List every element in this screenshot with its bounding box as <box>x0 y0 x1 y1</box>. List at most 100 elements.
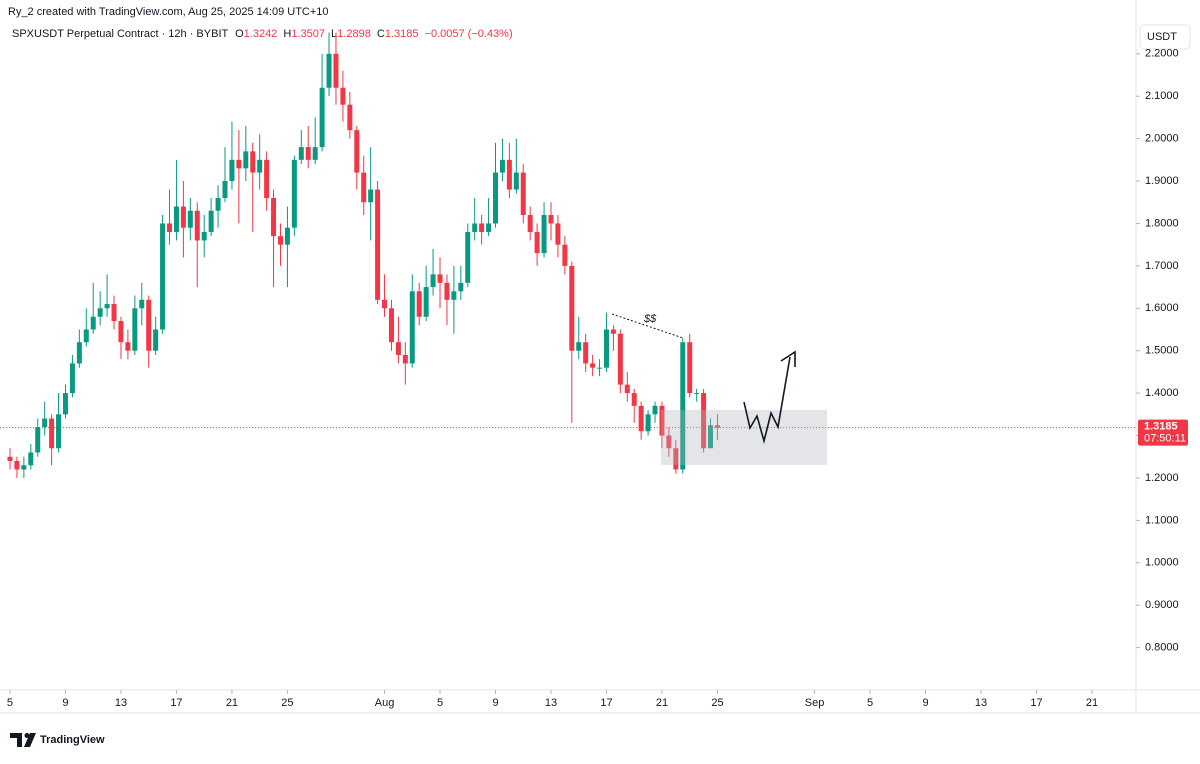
currency-button[interactable] <box>1139 24 1191 50</box>
candle-body <box>382 299 388 309</box>
candle-body <box>14 460 20 470</box>
candle-body <box>610 329 616 334</box>
candle-body <box>49 418 55 449</box>
candle-body <box>451 291 457 300</box>
candle-body <box>541 214 547 254</box>
last-price-label: 1.3185 <box>1144 421 1178 433</box>
x-tick-label: 5 <box>7 697 13 709</box>
y-tick-label: 1.4000 <box>1145 387 1179 399</box>
credit: Ry_2 created with TradingView.com, Aug 2… <box>8 6 329 18</box>
candle-body <box>264 159 270 199</box>
candle-body <box>520 172 526 215</box>
x-tick-label: Sep <box>805 697 825 709</box>
candle-body <box>388 308 394 343</box>
candle-body <box>368 189 374 203</box>
ohlc-label: O <box>235 28 244 40</box>
candle-body <box>666 435 672 449</box>
candle-body <box>139 299 145 309</box>
candle-body <box>603 329 609 368</box>
candle-body <box>118 321 124 343</box>
candle-body <box>444 282 450 300</box>
candle-body <box>430 274 436 288</box>
y-tick-label: 1.2000 <box>1145 472 1179 484</box>
candle-body <box>472 223 478 232</box>
candle-body <box>652 405 658 415</box>
candle-body <box>479 223 485 232</box>
ohlc-value: 1.2898 <box>337 28 371 40</box>
last-price-tag <box>1138 419 1188 446</box>
candle-body <box>617 333 623 385</box>
candle-body <box>83 329 89 343</box>
candle-body <box>548 214 554 224</box>
candle-body <box>69 363 75 394</box>
candle-body <box>638 405 644 432</box>
x-tick-label: 9 <box>922 697 928 709</box>
y-tick-label: 1.1000 <box>1145 514 1179 526</box>
candle-body <box>90 316 96 330</box>
candle-body <box>631 393 637 406</box>
y-tick-label: 1.8000 <box>1145 217 1179 229</box>
candle-body <box>569 265 575 351</box>
projection-arrowhead <box>780 350 796 367</box>
x-tick-label: 17 <box>170 697 182 709</box>
candle-body <box>402 354 408 364</box>
currency[interactable]: USDT <box>1147 31 1177 43</box>
x-tick-label: 13 <box>545 697 557 709</box>
candle-body <box>354 130 360 173</box>
candle-body <box>506 159 512 190</box>
ohlc-value: 1.3185 <box>385 28 419 40</box>
x-tick-label: 9 <box>62 697 68 709</box>
ohlc-label: H <box>283 28 291 40</box>
ohlc-label: C <box>377 28 385 40</box>
y-tick-label: 1.6000 <box>1145 302 1179 314</box>
candle-body <box>35 427 41 453</box>
candle-body <box>132 308 138 351</box>
candle-body <box>326 53 332 88</box>
candle-body <box>694 393 700 395</box>
change: −0.0057 (−0.43%) <box>425 28 513 40</box>
ohlc-label: L <box>331 28 337 40</box>
candle-body <box>333 53 339 88</box>
candle-body <box>597 367 603 369</box>
legend: SPXUSDT Perpetual Contract · 12h · BYBIT… <box>12 28 513 40</box>
candle-body <box>562 244 568 266</box>
candle-body <box>42 418 48 428</box>
x-tick-label: 21 <box>1086 697 1098 709</box>
candle-body <box>680 342 686 470</box>
candle-body <box>277 236 283 245</box>
liquidity-label: $$ <box>643 313 657 325</box>
candle-body <box>395 342 401 355</box>
candle-body <box>194 210 200 241</box>
candle-body <box>201 231 207 241</box>
y-tick-label: 1.9000 <box>1145 175 1179 187</box>
liquidity-line <box>611 313 684 339</box>
x-tick-label: 21 <box>656 697 668 709</box>
candle-body <box>229 159 235 182</box>
candle-body <box>257 159 263 173</box>
candle-body <box>305 147 311 160</box>
projection-path <box>743 356 791 445</box>
x-tick-label: 25 <box>711 697 723 709</box>
brand-logo <box>10 733 36 747</box>
candle-body <box>534 231 540 254</box>
candle-body <box>56 414 62 449</box>
candle-body <box>180 206 186 228</box>
candle-body <box>423 287 429 317</box>
candle-body <box>291 159 297 228</box>
candle-body <box>153 329 159 351</box>
candle-body <box>659 405 665 436</box>
candle-body <box>361 172 367 203</box>
y-tick-label: 2.2000 <box>1145 48 1179 60</box>
candle-body <box>215 198 221 211</box>
candle-body <box>173 206 179 232</box>
candle-body <box>416 291 422 317</box>
x-tick-label: 5 <box>867 697 873 709</box>
candle-body <box>687 342 693 394</box>
candle-body <box>576 342 582 351</box>
y-tick-label: 1.0000 <box>1145 557 1179 569</box>
x-tick-label: 25 <box>281 697 293 709</box>
candle-body <box>583 342 589 364</box>
y-tick-label: 0.8000 <box>1145 641 1179 653</box>
x-tick-label: 17 <box>600 697 612 709</box>
